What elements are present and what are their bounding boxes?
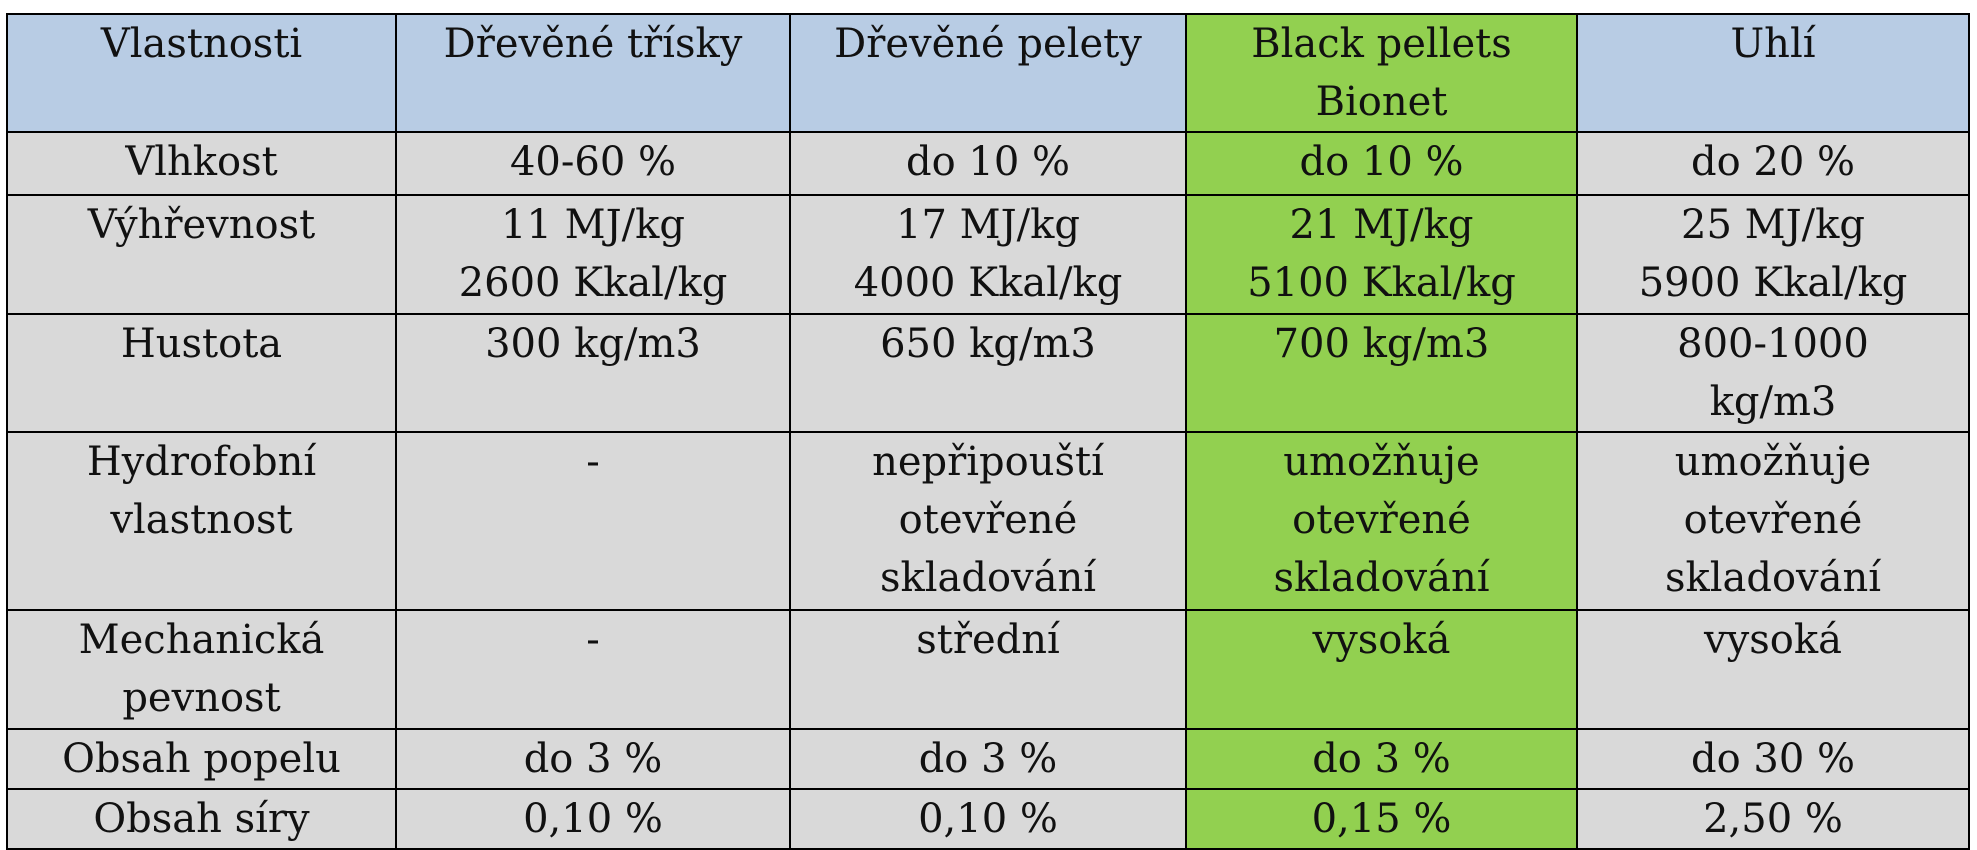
table-cell: 17 MJ/kg 4000 Kkal/kg: [789, 194, 1187, 315]
table-cell: Výhřevnost: [6, 194, 397, 315]
table-row: Mechanická pevnost - střední vysoká vysoká: [6, 609, 1970, 730]
header-row: Vlastnosti Dřevěné třísky Dřevěné pelety Bl…: [6, 13, 1970, 133]
table-cell: vysoká: [1576, 609, 1970, 730]
table-cell: 300 kg/m3: [395, 313, 791, 433]
table-row: Hustota 300 kg/m3 650 kg/m3 700 kg/m3 800-10…: [6, 313, 1970, 433]
table-cell: Obsah síry: [6, 788, 397, 850]
table-cell: do 30 %: [1576, 728, 1970, 790]
table-cell: 800-1000 kg/m3: [1576, 313, 1970, 433]
table-body: Vlastnosti Dřevěné třísky Dřevěné pelety Bl…: [6, 13, 1970, 850]
table-row: Výhřevnost 11 MJ/kg 2600 Kkal/kg 17 MJ/kg …: [6, 194, 1970, 315]
table-row: Obsah síry 0,10 % 0,10 % 0,15 % 2,50 %: [6, 788, 1970, 850]
table-cell: vysoká: [1185, 609, 1578, 730]
table-cell: 40-60 %: [395, 131, 791, 196]
header-cell: Vlastnosti: [6, 13, 397, 133]
table-row: Vlhkost 40-60 % do 10 % do 10 % do 20 %: [6, 131, 1970, 196]
header-cell: Uhlí: [1576, 13, 1970, 133]
table-cell: Hydrofobní vlastnost: [6, 431, 397, 611]
header-cell: Dřevěné pelety: [789, 13, 1187, 133]
table-cell: Hustota: [6, 313, 397, 433]
table-cell: 0,10 %: [789, 788, 1187, 850]
table-cell: 0,15 %: [1185, 788, 1578, 850]
table-cell: -: [395, 609, 791, 730]
table-cell: -: [395, 431, 791, 611]
table-cell: do 10 %: [789, 131, 1187, 196]
table-cell: nepřipouští otevřené skladování: [789, 431, 1187, 611]
table-cell: 650 kg/m3: [789, 313, 1187, 433]
table-cell: 0,10 %: [395, 788, 791, 850]
table-cell: střední: [789, 609, 1187, 730]
table-row: Obsah popelu do 3 % do 3 % do 3 % do 30 %: [6, 728, 1970, 790]
table-cell: Vlhkost: [6, 131, 397, 196]
table-row: Hydrofobní vlastnost - nepřipouští otevřen…: [6, 431, 1970, 611]
table-cell: do 10 %: [1185, 131, 1578, 196]
table-cell: do 3 %: [1185, 728, 1578, 790]
table-cell: 2,50 %: [1576, 788, 1970, 850]
table-cell: Mechanická pevnost: [6, 609, 397, 730]
table-cell: do 3 %: [789, 728, 1187, 790]
table-cell: umožňuje otevřené skladování: [1576, 431, 1970, 611]
table-cell: umožňuje otevřené skladování: [1185, 431, 1578, 611]
comparison-table: Vlastnosti Dřevěné třísky Dřevěné pelety Bl…: [6, 13, 1970, 850]
table-cell: do 20 %: [1576, 131, 1970, 196]
table-cell: Obsah popelu: [6, 728, 397, 790]
table-cell: 21 MJ/kg 5100 Kkal/kg: [1185, 194, 1578, 315]
table-cell: do 3 %: [395, 728, 791, 790]
header-cell: Black pellets Bionet: [1185, 13, 1578, 133]
table-cell: 11 MJ/kg 2600 Kkal/kg: [395, 194, 791, 315]
header-cell: Dřevěné třísky: [395, 13, 791, 133]
table-cell: 700 kg/m3: [1185, 313, 1578, 433]
table-cell: 25 MJ/kg 5900 Kkal/kg: [1576, 194, 1970, 315]
